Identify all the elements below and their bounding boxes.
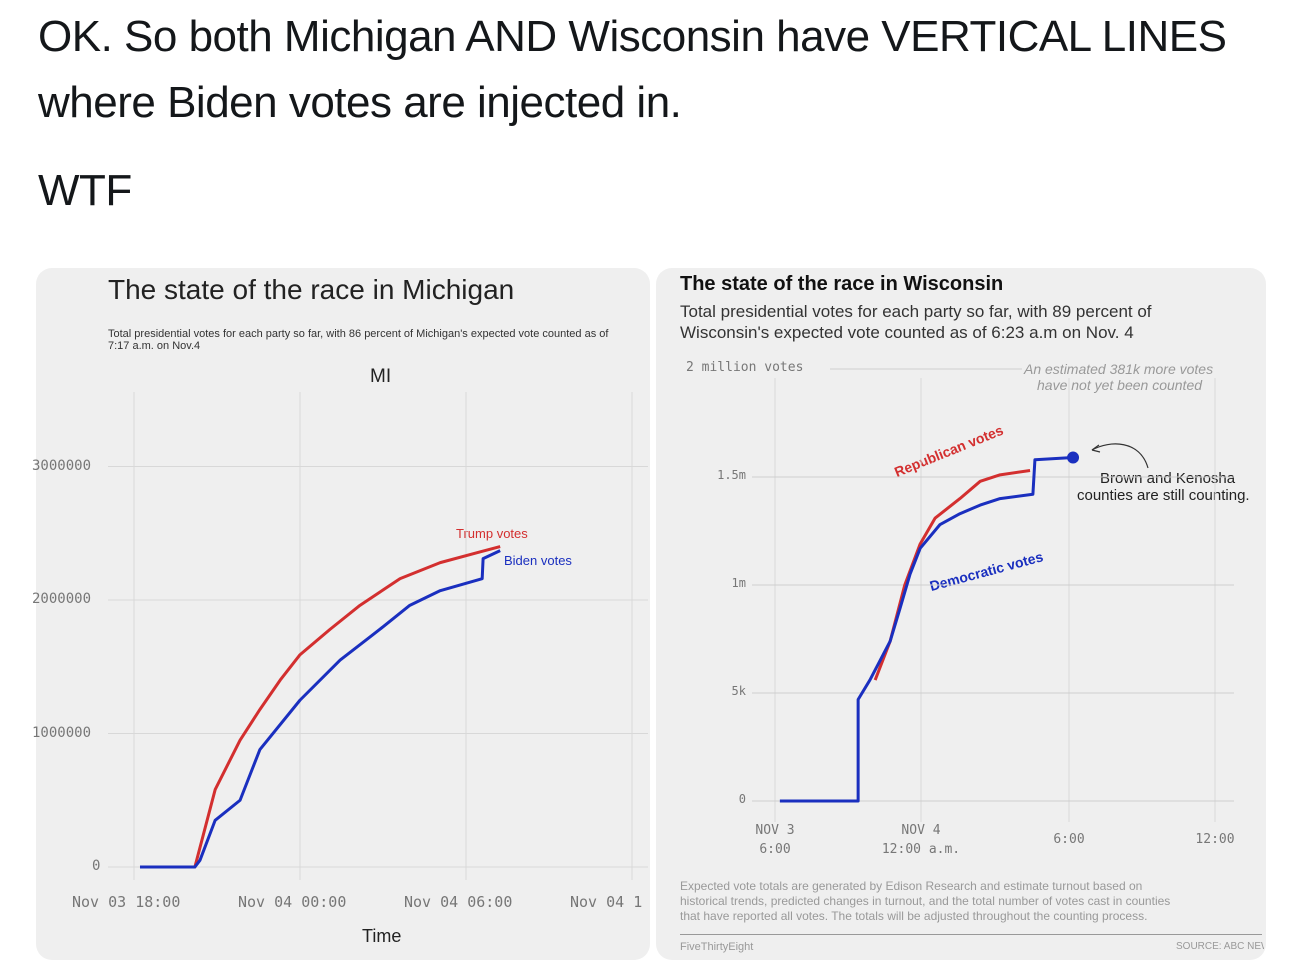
brand-label: FiveThirtyEight	[680, 941, 754, 953]
michigan-x-tick-label: Nov 04 00:00	[238, 893, 347, 911]
wisconsin-title: The state of the race in Wisconsin	[680, 273, 1004, 295]
michigan-x-axis-label: Time	[362, 926, 402, 946]
wisconsin-x-tick-line-2: 12:00	[1195, 832, 1235, 847]
counting-annotation-line-1: Brown and Kenosha	[1100, 470, 1236, 487]
michigan-y-tick-label: 3000000	[32, 457, 92, 474]
michigan-x-tick-label: Nov 04 06:00	[404, 893, 513, 911]
michigan-plot-label: MI	[370, 366, 392, 387]
counting-annotation-line-2: counties are still counting.	[1077, 487, 1250, 504]
footnote-line-1: Expected vote totals are generated by Ed…	[680, 879, 1143, 893]
wisconsin-y-tick-label: 0	[738, 792, 746, 806]
uncounted-annotation-line-1: An estimated 381k more votes	[1022, 361, 1214, 377]
michigan-y-tick-label: 1000000	[32, 724, 92, 741]
wisconsin-y-tick-label: 5k	[731, 684, 746, 698]
wisconsin-x-tick-line-2: 6:00	[1053, 832, 1085, 847]
trump-votes-label: Trump votes	[456, 526, 528, 541]
tweet-text-line-3: WTF	[38, 166, 132, 215]
wisconsin-x-tick-line-2: 6:00	[759, 842, 791, 857]
tweet-text-line-1: OK. So both Michigan AND Wisconsin have …	[38, 12, 1227, 61]
wisconsin-x-tick-line-2: 12:00 a.m.	[881, 842, 961, 857]
footnote-line-3: that have reported all votes. The totals…	[680, 909, 1148, 923]
source-label: SOURCE: ABC NEWS	[1176, 941, 1264, 952]
michigan-title: The state of the race in Michigan	[108, 274, 515, 305]
michigan-subtitle: Total presidential votes for each party …	[108, 328, 609, 352]
uncounted-annotation-line-2: have not yet been counted	[1037, 377, 1203, 393]
michigan-x-tick-label: Nov 04 1	[570, 893, 643, 911]
wisconsin-y-tick-label: 1.5m	[717, 468, 746, 482]
michigan-x-tick-label: Nov 03 18:00	[72, 893, 181, 911]
michigan-y-tick-label: 2000000	[32, 591, 92, 607]
footer-divider	[680, 934, 1262, 935]
tweet-text-line-2: where Biden votes are injected in.	[38, 78, 682, 127]
wisconsin-subtitle-line-2: Wisconsin's expected vote counted as of …	[680, 323, 1134, 342]
biden-votes-label: Biden votes	[504, 553, 572, 568]
wisconsin-y-tick-label: 2 million votes	[686, 360, 804, 375]
michigan-y-tick-label: 0	[92, 858, 101, 874]
michigan-chart-panel[interactable]	[36, 268, 650, 960]
wisconsin-y-tick-label: 1m	[731, 576, 746, 590]
wisconsin-x-tick-line-1: NOV 3	[755, 823, 795, 838]
wisconsin-subtitle-line-1: Total presidential votes for each party …	[680, 302, 1152, 321]
footnote-line-2: historical trends, predicted changes in …	[680, 894, 1171, 908]
wisconsin-footnote: Expected vote totals are generated by Ed…	[680, 879, 1170, 924]
wisconsin-x-tick-line-1: NOV 4	[901, 823, 941, 838]
